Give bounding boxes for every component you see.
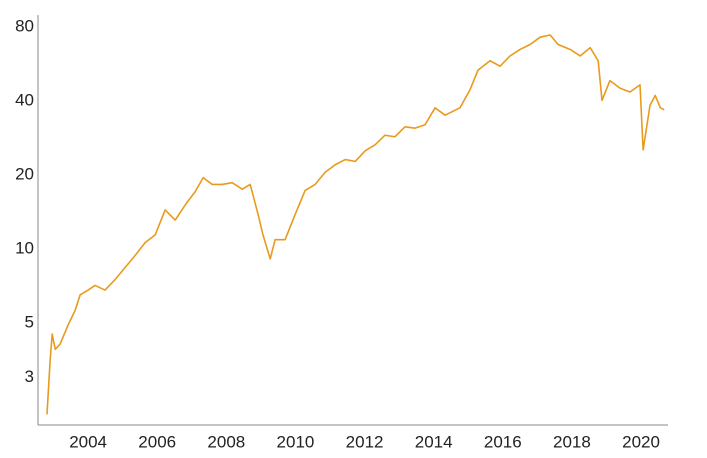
y-tick-label: 40 (15, 90, 34, 109)
x-tick-label: 2006 (138, 432, 176, 451)
x-tick-label: 2018 (553, 432, 591, 451)
y-tick-label: 20 (15, 164, 34, 183)
x-tick-label: 2010 (277, 432, 315, 451)
x-tick-label: 2014 (415, 432, 453, 451)
x-tick-label: 2016 (484, 432, 522, 451)
x-tick-label: 2004 (69, 432, 107, 451)
x-tick-label: 2012 (346, 432, 384, 451)
x-tick-label: 2020 (622, 432, 660, 451)
y-tick-label: 3 (25, 367, 34, 386)
price-line (46, 34, 665, 415)
x-tick-label: 2008 (207, 432, 245, 451)
y-tick-label: 10 (15, 238, 34, 257)
y-tick-label: 80 (15, 16, 34, 35)
y-tick-label: 5 (25, 312, 34, 331)
